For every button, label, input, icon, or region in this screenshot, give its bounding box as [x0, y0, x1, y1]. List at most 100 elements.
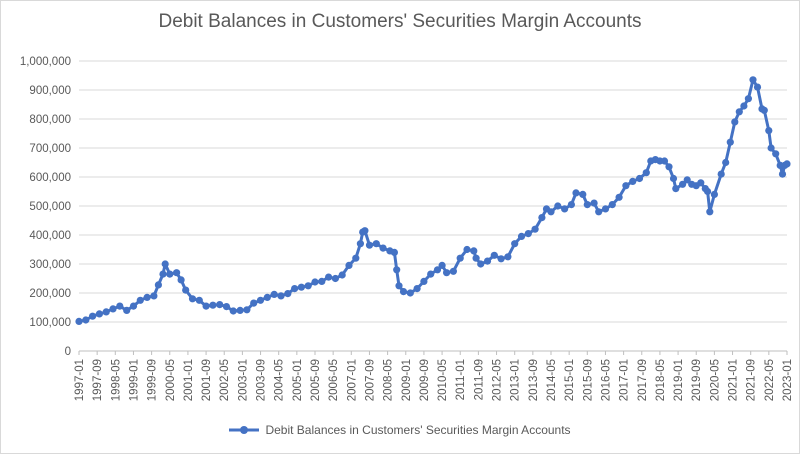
- data-point: [731, 118, 739, 126]
- data-point: [629, 177, 637, 185]
- data-point: [229, 307, 237, 315]
- x-tick-label: 2015-01: [564, 359, 576, 401]
- data-point: [406, 289, 414, 297]
- data-point: [749, 76, 757, 84]
- data-point: [277, 292, 285, 300]
- x-tick-label: 2003-01: [237, 359, 249, 401]
- data-point: [483, 257, 492, 265]
- x-tick-label: 2017-09: [637, 359, 649, 401]
- data-point: [590, 199, 598, 207]
- data-point: [263, 293, 271, 301]
- data-point: [75, 317, 83, 325]
- data-point: [379, 244, 387, 252]
- x-tick-label: 1998-05: [110, 359, 122, 401]
- data-point: [449, 267, 457, 275]
- y-axis-labels: 0 100,000 200,000 300,000 400,000 500,000 600,…: [20, 56, 71, 358]
- data-point: [393, 266, 401, 274]
- data-point: [202, 302, 210, 310]
- data-point: [753, 83, 762, 91]
- data-point: [669, 174, 678, 183]
- y-tick-label: 0: [65, 346, 71, 358]
- data-point: [222, 303, 231, 311]
- gridlines: [78, 60, 788, 355]
- data-point: [601, 205, 610, 213]
- data-point: [635, 174, 644, 183]
- chart-title: Debit Balances in Customers' Securities …: [158, 11, 642, 32]
- data-point: [547, 208, 555, 216]
- x-tick-label: 2005-01: [292, 359, 304, 401]
- data-point: [567, 201, 576, 209]
- data-point: [150, 292, 158, 300]
- data-point: [338, 271, 346, 279]
- data-point: [297, 283, 305, 291]
- data-point: [250, 299, 258, 307]
- x-tick-label: 2008-05: [383, 359, 395, 401]
- data-point: [608, 201, 616, 209]
- data-point: [554, 202, 562, 210]
- x-tick-label: 2004-05: [274, 359, 286, 401]
- data-point: [159, 270, 167, 278]
- data-point: [679, 180, 687, 188]
- x-tick-label: 2020-05: [709, 359, 721, 401]
- data-point: [504, 253, 512, 261]
- data-point: [427, 270, 435, 278]
- data-point: [722, 158, 730, 167]
- x-tick-label: 2021-09: [746, 359, 758, 401]
- data-point: [511, 240, 519, 248]
- y-tick-label: 1,000,000: [20, 56, 71, 68]
- data-point: [136, 296, 144, 304]
- data-point: [456, 254, 464, 262]
- data-point: [209, 301, 217, 309]
- x-tick-label: 2007-01: [346, 359, 358, 401]
- data-point: [497, 255, 505, 263]
- data-point: [765, 127, 773, 135]
- data-point: [390, 248, 398, 256]
- y-tick-label: 500,000: [29, 201, 71, 213]
- data-point: [472, 254, 480, 262]
- data-point: [665, 163, 673, 171]
- data-point: [365, 241, 374, 249]
- data-point: [154, 281, 162, 289]
- y-tick-label: 700,000: [29, 143, 71, 155]
- data-point: [413, 285, 421, 293]
- data-point: [182, 286, 190, 294]
- data-point: [173, 269, 181, 277]
- data-point: [304, 282, 312, 290]
- x-tick-label: 1997-01: [74, 359, 86, 401]
- x-tick-label: 2016-05: [600, 359, 612, 401]
- y-tick-label: 300,000: [29, 259, 71, 271]
- data-point: [116, 302, 124, 310]
- data-point: [236, 306, 244, 314]
- x-tick-label: 2019-09: [691, 359, 703, 401]
- data-point: [760, 106, 768, 114]
- data-point: [778, 170, 787, 178]
- data-point: [325, 273, 333, 281]
- x-tick-label: 2003-09: [256, 359, 268, 401]
- x-tick-label: 2001-09: [201, 359, 213, 401]
- data-point: [744, 95, 753, 103]
- data-point: [256, 296, 265, 304]
- data-point: [438, 261, 446, 269]
- data-point: [595, 208, 603, 216]
- x-tick-label: 2002-05: [219, 359, 231, 401]
- data-point: [697, 179, 705, 187]
- x-axis-labels: 1997-01 1997-09 1998-05 1999-01 1999-09 2000-…: [74, 359, 794, 401]
- data-point: [531, 225, 539, 233]
- x-tick-label: 2010-05: [437, 359, 449, 401]
- x-tick-label: 2014-05: [546, 359, 558, 401]
- data-point: [622, 182, 630, 190]
- data-point: [717, 170, 725, 178]
- data-point: [188, 295, 197, 303]
- data-point: [82, 316, 90, 324]
- data-point: [735, 108, 743, 116]
- data-point: [524, 230, 532, 238]
- y-tick-label: 800,000: [29, 114, 71, 126]
- x-tick-label: 2013-01: [510, 359, 522, 401]
- legend: Debit Balances in Customers' Securities …: [1, 423, 799, 437]
- data-point: [161, 260, 169, 268]
- data-point: [356, 240, 364, 248]
- data-point: [395, 282, 403, 290]
- x-tick-label: 2023-01: [782, 359, 794, 401]
